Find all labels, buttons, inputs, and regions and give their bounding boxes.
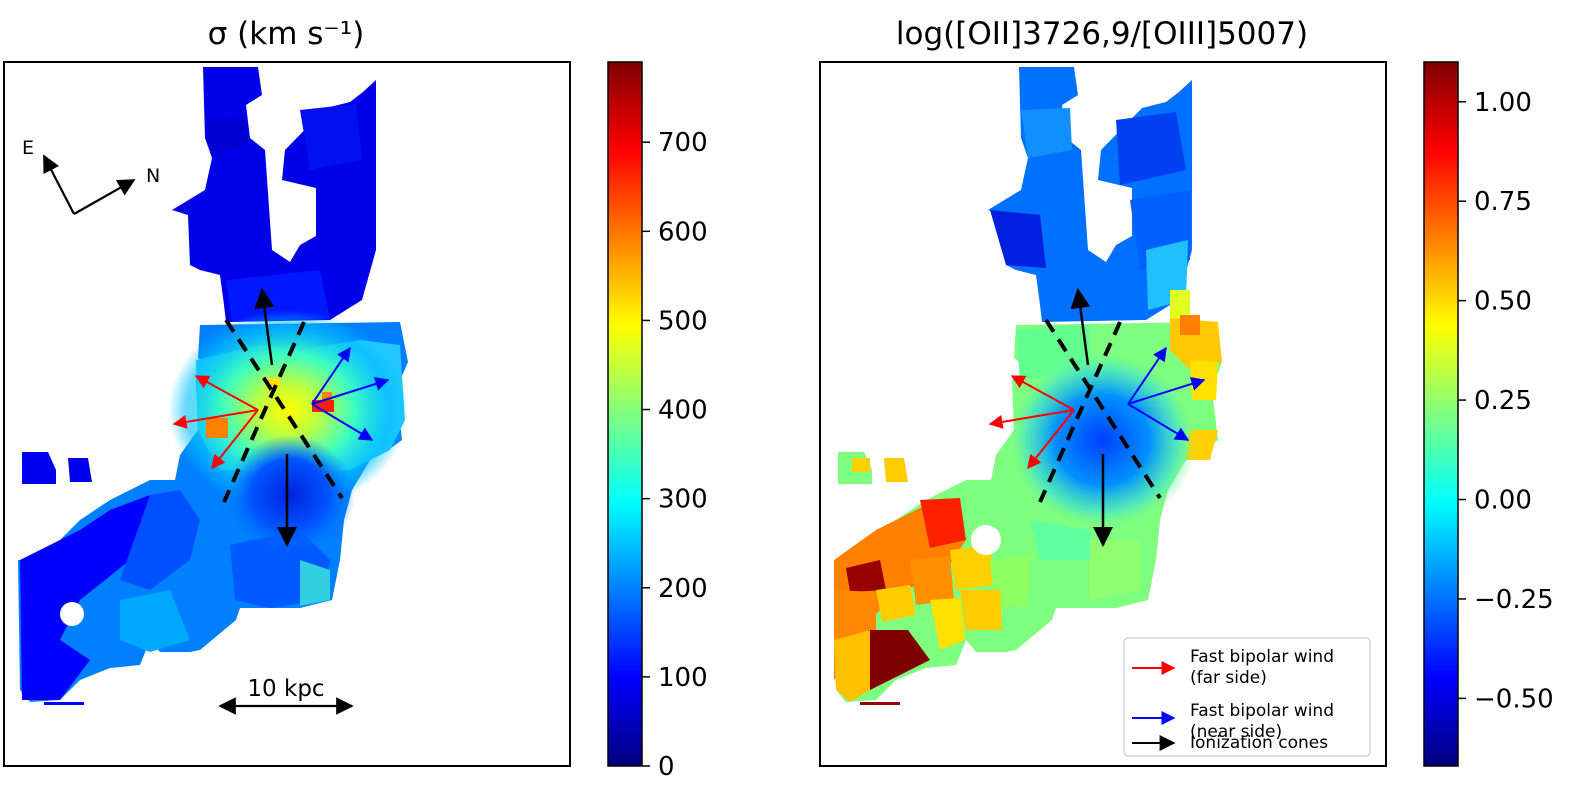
near-side-arrows <box>311 346 390 441</box>
scale-bar: 10 kpc <box>218 676 354 715</box>
sigma-plot-frame <box>3 61 571 767</box>
ratio-panel: log([OII]3726,9/[OIII]5007) <box>819 16 1554 767</box>
sigma-colorbar-tick-label: 400 <box>658 396 708 426</box>
sigma-colorbar <box>607 61 643 767</box>
legend-far-side-line1: Fast bipolar wind <box>1190 647 1334 667</box>
sigma-colorbar-tick-label: 600 <box>658 217 708 247</box>
sigma-colorbar-tick-label: 500 <box>658 306 708 336</box>
ratio-colorbar-tick-label: 1.00 <box>1474 88 1532 118</box>
sigma-panel: σ (km s⁻¹) E N <box>3 16 708 782</box>
compass-north-label: N <box>146 165 160 187</box>
legend-far-side-line2: (far side) <box>1190 668 1267 688</box>
sigma-colorbar-tick-label: 0 <box>658 752 675 782</box>
ratio-colorbar-tick-label: −0.50 <box>1474 684 1554 714</box>
cone-edges <box>222 318 344 503</box>
compass: E N <box>22 137 160 215</box>
ratio-map <box>834 67 1222 705</box>
legend-entry-far-side: Fast bipolar wind (far side) <box>1132 647 1334 688</box>
ratio-colorbar-tick-label: 0.50 <box>1474 287 1532 317</box>
sigma-map <box>18 67 408 705</box>
sigma-colorbar-ticks: 0 100 200 300 400 500 600 700 <box>642 128 708 782</box>
sigma-colorbar-tick-label: 300 <box>658 485 708 515</box>
ratio-cone-arrows <box>1070 288 1113 547</box>
legend-near-side-line1: Fast bipolar wind <box>1190 701 1334 721</box>
sigma-title: σ (km s⁻¹) <box>208 16 365 52</box>
ratio-far-side-arrows <box>988 375 1075 470</box>
legend-box <box>1123 637 1371 757</box>
ratio-colorbar <box>1423 61 1459 767</box>
ratio-cone-edges <box>1038 318 1162 503</box>
sigma-colorbar-tick-label: 100 <box>658 663 708 693</box>
far-side-arrows <box>172 375 259 470</box>
scale-bar-label: 10 kpc <box>247 676 324 702</box>
legend-entry-cones: Ionization cones <box>1132 733 1328 753</box>
ratio-colorbar-tick-label: −0.25 <box>1474 585 1554 615</box>
legend-cones-label: Ionization cones <box>1190 733 1328 753</box>
legend-near-side-line2: (near side) <box>1190 722 1282 742</box>
ratio-colorbar-tick-label: 0.00 <box>1474 486 1532 516</box>
compass-east-label: E <box>22 137 34 159</box>
sigma-colorbar-tick-label: 200 <box>658 574 708 604</box>
cone-arrows <box>254 288 297 547</box>
legend-entry-near-side: Fast bipolar wind (near side) <box>1132 701 1334 742</box>
ratio-near-side-arrows <box>1127 346 1206 441</box>
legend: Fast bipolar wind (far side) Fast bipola… <box>1123 637 1371 757</box>
ratio-title: log([OII]3726,9/[OIII]5007) <box>896 16 1308 52</box>
ratio-colorbar-ticks: −0.50 −0.25 0.00 0.25 0.50 0.75 1.00 <box>1458 88 1554 714</box>
ratio-colorbar-tick-label: 0.75 <box>1474 187 1532 217</box>
ratio-colorbar-tick-label: 0.25 <box>1474 386 1532 416</box>
ratio-plot-frame <box>819 61 1387 767</box>
sigma-colorbar-tick-label: 700 <box>658 128 708 158</box>
